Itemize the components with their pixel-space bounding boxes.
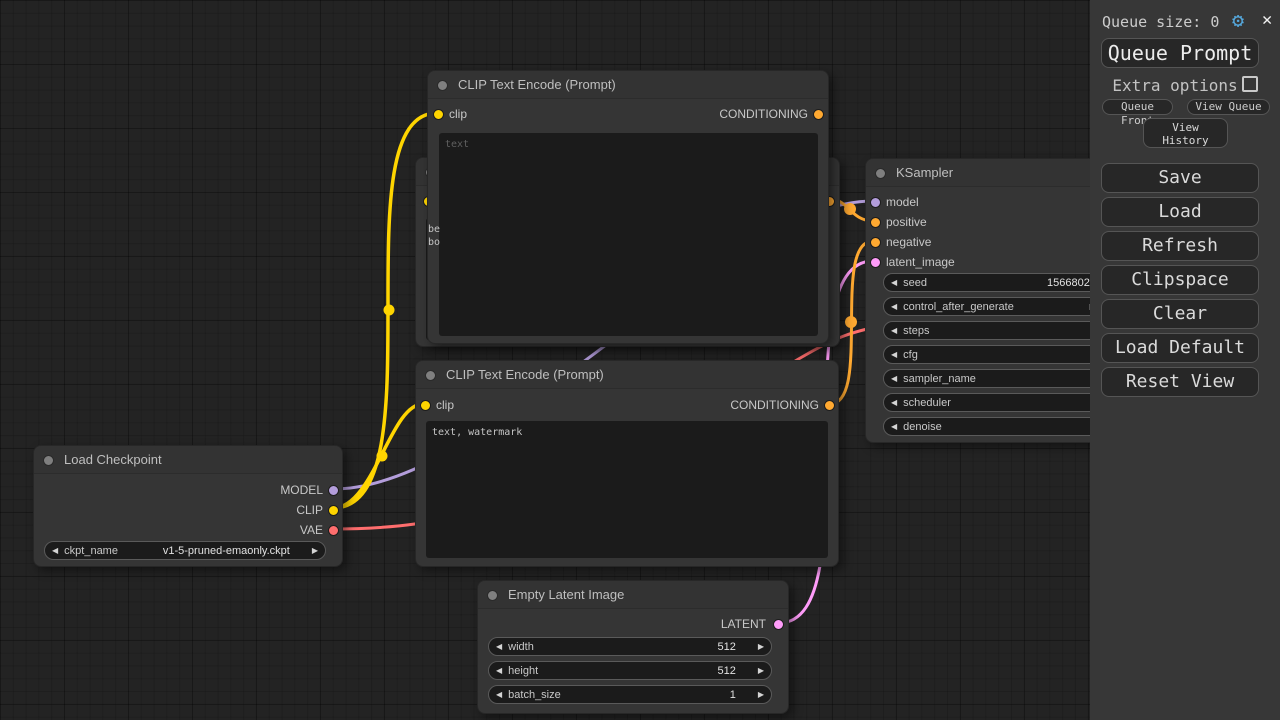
latent-image-input-slot[interactable] bbox=[870, 257, 881, 268]
clip-output-slot[interactable] bbox=[328, 505, 339, 516]
hidden-node-text-fragment: be bo bbox=[428, 224, 441, 248]
decrement-icon[interactable]: ◀ bbox=[891, 373, 898, 383]
positive-input-label: positive bbox=[886, 215, 927, 229]
decrement-icon[interactable]: ◀ bbox=[891, 349, 898, 359]
wire-midpoint-dot[interactable] bbox=[844, 203, 856, 215]
prompt-textarea[interactable]: text bbox=[439, 133, 818, 336]
node-title: Empty Latent Image bbox=[508, 587, 625, 602]
node-clip-text-encode-top[interactable]: CLIP Text Encode (Prompt) clip CONDITION… bbox=[427, 70, 829, 344]
node-clip-text-encode-bottom[interactable]: CLIP Text Encode (Prompt) clip CONDITION… bbox=[415, 360, 839, 567]
collapse-dot-icon[interactable] bbox=[487, 590, 498, 601]
node-title-bar[interactable]: Empty Latent Image bbox=[478, 581, 788, 609]
increment-icon[interactable]: ▶ bbox=[757, 665, 764, 675]
negative-input-label: negative bbox=[886, 235, 932, 249]
collapse-dot-icon[interactable] bbox=[425, 370, 436, 381]
reset-view-button[interactable]: Reset View bbox=[1101, 367, 1259, 397]
model-input-label: model bbox=[886, 195, 919, 209]
node-title-bar[interactable]: CLIP Text Encode (Prompt) bbox=[416, 361, 838, 389]
decrement-icon[interactable]: ◀ bbox=[891, 421, 898, 431]
node-title: CLIP Text Encode (Prompt) bbox=[458, 77, 616, 92]
clipspace-button[interactable]: Clipspace bbox=[1101, 265, 1259, 295]
cfg-widget[interactable]: ◀ cfg bbox=[883, 345, 1123, 364]
queue-size-label: Queue size: 0 bbox=[1102, 13, 1220, 31]
height-widget[interactable]: ◀ height 512 ▶ bbox=[488, 661, 772, 680]
extra-options-checkbox[interactable] bbox=[1241, 76, 1258, 92]
model-output-label: MODEL bbox=[280, 483, 323, 497]
node-empty-latent-image[interactable]: Empty Latent Image LATENT ◀ width 512 ▶ … bbox=[477, 580, 789, 714]
close-menu-icon[interactable]: ✕ bbox=[1262, 10, 1273, 30]
conditioning-output-slot[interactable] bbox=[824, 400, 835, 411]
latent-output-slot[interactable] bbox=[773, 619, 784, 630]
clip-input-slot[interactable] bbox=[433, 109, 444, 120]
load-button[interactable]: Load bbox=[1101, 197, 1259, 227]
node-title: KSampler bbox=[896, 165, 954, 180]
decrement-icon[interactable]: ◀ bbox=[496, 665, 503, 675]
sampler-name-widget[interactable]: ◀ sampler_name bbox=[883, 369, 1123, 388]
decrement-icon[interactable]: ◀ bbox=[891, 397, 898, 407]
conditioning-output-label: CONDITIONING bbox=[730, 398, 819, 412]
collapse-dot-icon[interactable] bbox=[875, 168, 886, 179]
latent-image-input-label: latent_image bbox=[886, 255, 955, 269]
extra-options-label: Extra options bbox=[1112, 76, 1238, 95]
vae-output-slot[interactable] bbox=[328, 525, 339, 536]
next-checkpoint-icon[interactable]: ▶ bbox=[311, 545, 318, 555]
collapse-dot-icon[interactable] bbox=[437, 80, 448, 91]
conditioning-output-slot[interactable] bbox=[813, 109, 824, 120]
increment-icon[interactable]: ▶ bbox=[757, 689, 764, 699]
load-default-button[interactable]: Load Default bbox=[1101, 333, 1259, 363]
negative-input-slot[interactable] bbox=[870, 237, 881, 248]
clip-input-label: clip bbox=[436, 398, 455, 412]
positive-input-slot[interactable] bbox=[870, 217, 881, 228]
decrement-icon[interactable]: ◀ bbox=[891, 325, 898, 335]
wire-midpoint-dot[interactable] bbox=[383, 304, 395, 316]
node-load-checkpoint[interactable]: Load Checkpoint MODEL CLIP VAE ◀ ckpt_na… bbox=[33, 445, 343, 567]
node-title: Load Checkpoint bbox=[64, 452, 162, 467]
refresh-button[interactable]: Refresh bbox=[1101, 231, 1259, 261]
conditioning-output-label: CONDITIONING bbox=[719, 107, 808, 121]
collapse-dot-icon[interactable] bbox=[43, 455, 54, 466]
steps-widget[interactable]: ◀ steps bbox=[883, 321, 1123, 340]
latent-output-label: LATENT bbox=[720, 617, 766, 631]
increment-icon[interactable]: ▶ bbox=[757, 641, 764, 651]
ckpt-name-widget[interactable]: ◀ ckpt_name v1-5-pruned-emaonly.ckpt ▶ bbox=[44, 541, 326, 560]
clip-input-slot[interactable] bbox=[420, 400, 431, 411]
model-input-slot[interactable] bbox=[870, 197, 881, 208]
model-output-slot[interactable] bbox=[328, 485, 339, 496]
decrement-icon[interactable]: ◀ bbox=[496, 689, 503, 699]
node-title: CLIP Text Encode (Prompt) bbox=[446, 367, 604, 382]
clear-button[interactable]: Clear bbox=[1101, 299, 1259, 329]
batch-size-widget[interactable]: ◀ batch_size 1 ▶ bbox=[488, 685, 772, 704]
wire-midpoint-dot[interactable] bbox=[376, 450, 388, 462]
wire-midpoint-dot[interactable] bbox=[845, 316, 857, 328]
node-title-bar[interactable]: CLIP Text Encode (Prompt) bbox=[428, 71, 828, 99]
decrement-icon[interactable]: ◀ bbox=[891, 277, 898, 287]
width-widget[interactable]: ◀ width 512 ▶ bbox=[488, 637, 772, 656]
scheduler-widget[interactable]: ◀ scheduler bbox=[883, 393, 1123, 412]
clip-output-label: CLIP bbox=[296, 503, 323, 517]
queue-prompt-button[interactable]: Queue Prompt bbox=[1101, 38, 1259, 68]
save-button[interactable]: Save bbox=[1101, 163, 1259, 193]
vae-output-label: VAE bbox=[299, 523, 323, 537]
decrement-icon[interactable]: ◀ bbox=[496, 641, 503, 651]
node-title-bar[interactable]: Load Checkpoint bbox=[34, 446, 342, 474]
view-queue-button[interactable]: View Queue bbox=[1187, 99, 1270, 115]
comfy-menu: Queue size: 0 ⚙ ✕ Queue Prompt Extra opt… bbox=[1090, 0, 1280, 720]
prompt-textarea[interactable]: text, watermark bbox=[426, 421, 828, 558]
seed-widget[interactable]: ◀ seed 1566802087 bbox=[883, 273, 1123, 292]
queue-front-button[interactable]: Queue Front bbox=[1102, 99, 1173, 127]
denoise-widget[interactable]: ◀ denoise bbox=[883, 417, 1123, 436]
clip-input-label: clip bbox=[449, 107, 468, 121]
decrement-icon[interactable]: ◀ bbox=[891, 301, 898, 311]
view-history-button[interactable]: View History bbox=[1143, 118, 1228, 148]
settings-gear-icon[interactable]: ⚙ bbox=[1232, 8, 1245, 32]
prev-checkpoint-icon[interactable]: ◀ bbox=[52, 545, 59, 555]
control-after-generate-widget[interactable]: ◀ control_after_generate randomize bbox=[883, 297, 1140, 316]
